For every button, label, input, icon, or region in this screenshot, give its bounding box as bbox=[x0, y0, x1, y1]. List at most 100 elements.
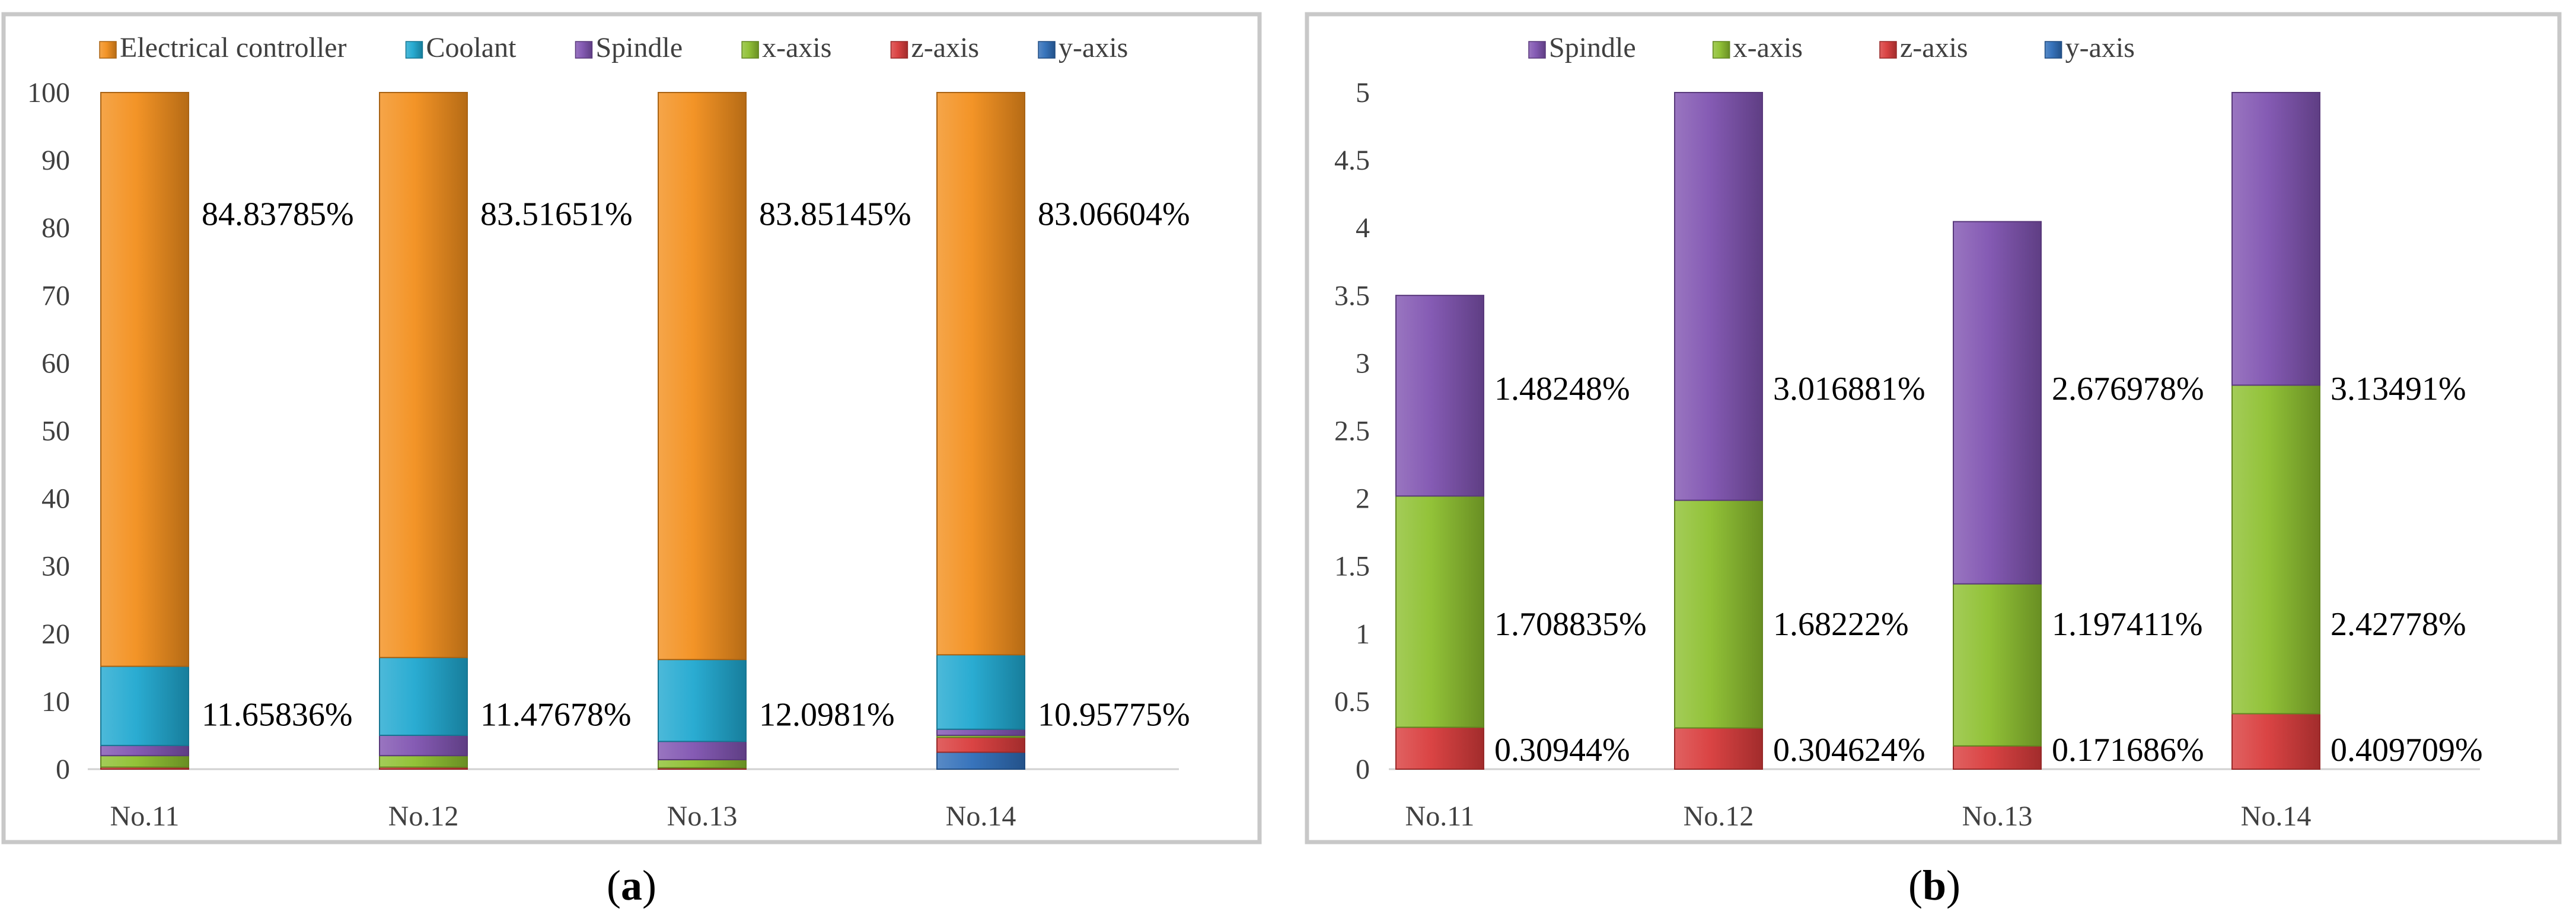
legend-label-y-axis: y-axis bbox=[2065, 32, 2135, 63]
data-label: 83.06604% bbox=[1038, 196, 1190, 232]
bar-segment-x-axis-no-13 bbox=[1953, 583, 2042, 747]
y-tick-label: 20 bbox=[42, 619, 70, 650]
bar-segment-spindle-no-14 bbox=[936, 728, 1025, 736]
data-label: 84.83785% bbox=[202, 196, 354, 232]
legend-swatch-coolant bbox=[405, 41, 423, 59]
legend-label-z-axis: z-axis bbox=[911, 32, 979, 63]
bar-segment-z-axis-no-14 bbox=[2231, 713, 2320, 770]
panel-a-frame bbox=[1, 12, 1262, 844]
chart-a: 0 10 20 30 40 50 60 70 80 90 100 No.11 No.12 No.13 No.… bbox=[27, 32, 1190, 832]
y-tick-label: 2.5 bbox=[1334, 416, 1370, 447]
y-tick-label: 5 bbox=[1356, 77, 1370, 109]
y-tick-label: 10 bbox=[42, 686, 70, 718]
bar-segment-z-axis-no-14 bbox=[936, 737, 1025, 753]
data-label: 1.197411% bbox=[2052, 606, 2203, 643]
legend-label-x-axis: x-axis bbox=[1733, 32, 1803, 63]
bar-segment-spindle-no-12 bbox=[1674, 92, 1763, 501]
y-tick-label: 100 bbox=[27, 77, 70, 109]
x-tick-label: No.12 bbox=[1684, 801, 1754, 832]
legend: Electrical controller Coolant Spindle x-axi… bbox=[99, 32, 1128, 63]
data-label: 83.51651% bbox=[480, 196, 633, 232]
y-tick-label: 50 bbox=[42, 416, 70, 447]
data-label: 83.85145% bbox=[759, 196, 911, 232]
legend-swatch-x-axis bbox=[1712, 41, 1730, 59]
y-tick-label: 40 bbox=[42, 483, 70, 515]
data-label: 0.30944% bbox=[1494, 732, 1630, 769]
bar-segment-x-axis-no-14 bbox=[2231, 384, 2320, 715]
bar-segment-spindle-no-13 bbox=[658, 741, 747, 761]
y-tick-label: 4 bbox=[1356, 212, 1370, 244]
y-tick-label: 30 bbox=[42, 551, 70, 582]
bar-segment-coolant-no-14 bbox=[936, 654, 1025, 730]
data-label: 11.47678% bbox=[480, 697, 632, 734]
y-tick-label: 2 bbox=[1356, 483, 1370, 515]
legend-swatch-electrical-controller bbox=[99, 41, 117, 59]
y-tick-label: 80 bbox=[42, 212, 70, 244]
legend-swatch-y-axis bbox=[1038, 41, 1056, 59]
bar-segment-x-axis-no-12 bbox=[379, 755, 468, 768]
data-label: 2.676978% bbox=[2052, 371, 2204, 407]
y-tick-label: 1 bbox=[1356, 619, 1370, 650]
legend-swatch-spindle bbox=[575, 41, 593, 59]
x-tick-label: No.11 bbox=[110, 801, 180, 832]
bar-segment-spindle-no-14 bbox=[2231, 92, 2320, 386]
y-tick-label: 3 bbox=[1356, 348, 1370, 379]
legend-label-x-axis: x-axis bbox=[762, 32, 831, 63]
y-tick-label: 0.5 bbox=[1334, 686, 1370, 718]
legend-label-electrical-controller: Electrical controller bbox=[120, 32, 346, 63]
y-tick-label: 70 bbox=[42, 280, 70, 311]
bar-segment-spindle-no-11 bbox=[100, 745, 189, 757]
x-tick-label: No.14 bbox=[946, 801, 1016, 832]
bar-segment-coolant-no-11 bbox=[100, 665, 189, 747]
bar-segment-x-axis-no-13 bbox=[658, 759, 747, 769]
bar-segment-electrical-controller-no-13 bbox=[658, 92, 747, 661]
legend-swatch-spindle bbox=[1528, 41, 1546, 59]
bar-segment-electrical-controller-no-14 bbox=[936, 92, 1025, 656]
x-tick-label: No.12 bbox=[388, 801, 459, 832]
y-tick-label: 0 bbox=[1356, 754, 1370, 785]
caption-b-letter: b bbox=[1922, 862, 1947, 909]
data-label: 0.304624% bbox=[1773, 732, 1925, 769]
bar-segment-spindle-no-12 bbox=[379, 734, 468, 757]
bar-segment-spindle-no-11 bbox=[1395, 295, 1484, 497]
caption-a: (a) bbox=[607, 862, 656, 909]
y-tick-label: 90 bbox=[42, 145, 70, 176]
y-tick-label: 3.5 bbox=[1334, 280, 1370, 311]
bar-segment-z-axis-no-11 bbox=[1395, 726, 1484, 770]
data-label: 1.68222% bbox=[1773, 606, 1909, 643]
x-tick-label: No.13 bbox=[667, 801, 738, 832]
bar-segment-x-axis-no-11 bbox=[1395, 495, 1484, 728]
y-tick-label: 60 bbox=[42, 348, 70, 379]
bar-segment-electrical-controller-no-11 bbox=[100, 92, 189, 667]
x-tick-label: No.11 bbox=[1405, 801, 1475, 832]
legend-swatch-z-axis bbox=[1879, 41, 1897, 59]
legend-label-y-axis: y-axis bbox=[1059, 32, 1128, 63]
y-tick-label: 4.5 bbox=[1334, 145, 1370, 176]
data-label: 2.42778% bbox=[2330, 606, 2466, 643]
data-label: 1.48248% bbox=[1494, 371, 1630, 407]
bar-segment-coolant-no-12 bbox=[379, 656, 468, 736]
bar-segment-x-axis-no-12 bbox=[1674, 499, 1763, 729]
y-tick-label: 0 bbox=[56, 754, 70, 785]
bar-segment-x-axis-no-11 bbox=[100, 755, 189, 768]
chart-b: 0 0.5 1 1.5 2 2.5 3 3.5 4 4.5 5 No.11 No.12 No.13 No.1… bbox=[1334, 32, 2483, 832]
caption-a-letter: a bbox=[621, 862, 642, 909]
data-label: 10.95775% bbox=[1038, 697, 1190, 734]
x-tick-label: No.14 bbox=[2241, 801, 2312, 832]
x-tick-label: No.13 bbox=[1962, 801, 2033, 832]
bar-segment-y-axis-no-14 bbox=[936, 751, 1025, 770]
legend-label-coolant: Coolant bbox=[426, 32, 517, 63]
bar-segment-spindle-no-13 bbox=[1953, 221, 2042, 585]
data-label: 12.0981% bbox=[759, 697, 895, 734]
bar-segment-coolant-no-13 bbox=[658, 659, 747, 742]
panel-b-frame bbox=[1305, 12, 2562, 844]
bar-segment-z-axis-no-13 bbox=[1953, 745, 2042, 770]
y-tick-label: 1.5 bbox=[1334, 551, 1370, 582]
legend-swatch-x-axis bbox=[741, 41, 759, 59]
legend: Spindle x-axis z-axis y-axis bbox=[1528, 32, 2135, 63]
legend-swatch-y-axis bbox=[2044, 41, 2062, 59]
legend-label-spindle: Spindle bbox=[1549, 32, 1636, 63]
data-label: 0.171686% bbox=[2052, 732, 2204, 769]
data-label: 11.65836% bbox=[202, 697, 353, 734]
bar-segment-z-axis-no-12 bbox=[1674, 727, 1763, 770]
